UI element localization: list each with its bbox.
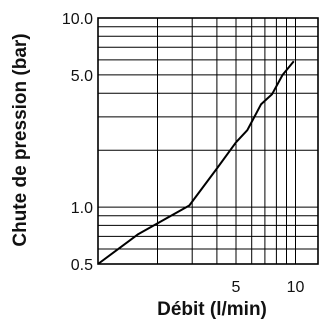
plot-frame	[97, 17, 319, 265]
x-tick-label: 5	[232, 279, 241, 296]
x-tick-labels: 5 10	[232, 279, 305, 296]
y-tick-label: 1.0	[71, 200, 93, 217]
y-tick-labels: 0.5 1.0 5.0 10.0	[62, 11, 93, 274]
series-line-pressure-drop	[97, 60, 295, 265]
y-tick-label: 5.0	[71, 68, 93, 85]
x-axis-title: Débit (l/min)	[157, 299, 267, 320]
grid-lines	[98, 18, 318, 264]
y-tick-label: 10.0	[62, 11, 93, 28]
y-tick-label: 0.5	[71, 257, 93, 274]
y-axis-title: Chute de pression (bar)	[10, 33, 31, 246]
x-tick-label: 10	[287, 279, 305, 296]
